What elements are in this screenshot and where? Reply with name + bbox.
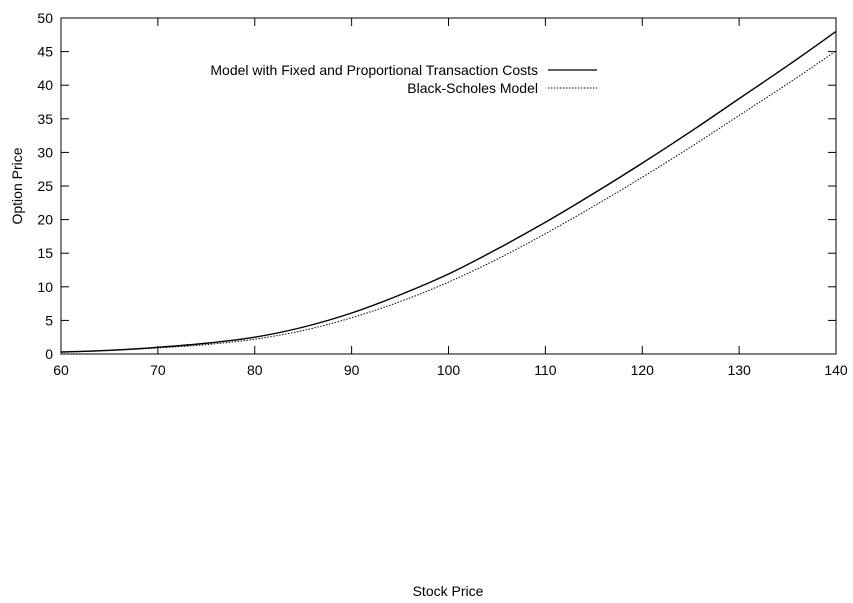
y-tick-label: 10: [37, 279, 53, 295]
x-tick-label: 60: [53, 362, 69, 378]
x-tick-label: 140: [824, 362, 848, 378]
series-line-1: [60, 30, 837, 353]
axis-ticks: [60, 17, 837, 355]
y-tick-label: 30: [37, 144, 53, 160]
y-tick-label: 40: [37, 77, 53, 93]
y-tick-label: 50: [37, 10, 53, 26]
legend: Model with Fixed and Proportional Transa…: [210, 62, 597, 96]
x-axis-label: Stock Price: [413, 583, 484, 599]
series-lines: [60, 30, 837, 353]
axis-tick-labels: 60 70 80 90 100 110 120 130 140 0 5 10 15 20 25 30 35 40 4…: [37, 10, 847, 378]
y-tick-label: 5: [45, 312, 53, 328]
series-line-2: [60, 50, 837, 353]
y-tick-label: 20: [37, 212, 53, 228]
y-tick-label: 0: [45, 346, 53, 362]
y-tick-label: 15: [37, 245, 53, 261]
y-tick-label: 25: [37, 178, 53, 194]
y-axis-label: Option Price: [9, 147, 25, 224]
y-tick-label: 35: [37, 111, 53, 127]
x-tick-label: 120: [631, 362, 655, 378]
x-tick-label: 70: [150, 362, 166, 378]
x-tick-label: 80: [247, 362, 263, 378]
x-tick-label: 100: [437, 362, 461, 378]
x-tick-label: 90: [344, 362, 360, 378]
x-tick-label: 110: [534, 362, 557, 378]
legend-label-series-1: Model with Fixed and Proportional Transa…: [210, 62, 538, 78]
x-tick-label: 130: [727, 362, 751, 378]
legend-label-series-2: Black-Scholes Model: [407, 80, 538, 96]
y-tick-label: 45: [37, 44, 53, 60]
